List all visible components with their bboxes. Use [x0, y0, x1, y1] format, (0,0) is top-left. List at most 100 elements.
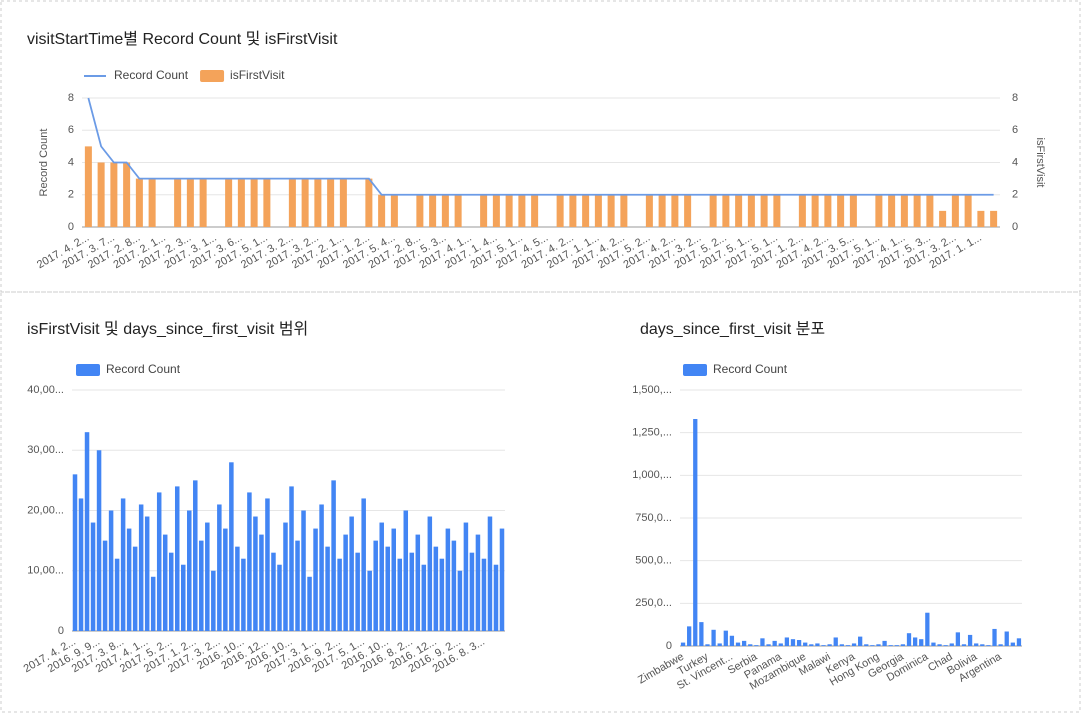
y2-tick-label: 2: [1012, 189, 1018, 201]
bar: [186, 178, 194, 227]
bar: [888, 645, 893, 646]
bar: [229, 462, 234, 631]
bar: [939, 210, 947, 227]
bar: [919, 639, 924, 646]
bar: [748, 644, 753, 646]
bar: [277, 564, 282, 631]
bar: [827, 644, 832, 646]
bar: [967, 634, 973, 646]
y-tick-label: 10,00...: [27, 565, 64, 577]
bar: [913, 194, 921, 227]
bar: [735, 642, 741, 646]
bar: [875, 194, 883, 227]
y2-tick-label: 8: [1012, 92, 1018, 104]
bar: [415, 534, 421, 631]
bar: [790, 639, 796, 646]
bar: [148, 178, 156, 227]
bar: [949, 643, 954, 646]
bar: [223, 528, 228, 631]
bar: [493, 564, 499, 631]
bar: [760, 194, 768, 227]
bar: [582, 194, 590, 227]
bar: [373, 540, 378, 631]
bar: [108, 510, 114, 631]
bar: [531, 194, 539, 227]
bar: [439, 558, 445, 631]
y-tick-label: 1,000,...: [632, 469, 672, 481]
bar: [156, 492, 162, 631]
bar: [1016, 638, 1022, 646]
bar: [645, 194, 653, 227]
bar: [492, 194, 500, 227]
y-tick-label: 0: [68, 221, 74, 233]
bar: [120, 498, 126, 631]
bar: [980, 644, 985, 646]
bar: [815, 643, 820, 646]
bar: [955, 632, 961, 646]
bar: [796, 640, 802, 646]
y-tick-label: 1,250,...: [632, 427, 672, 439]
bar: [390, 194, 398, 227]
bar: [416, 194, 424, 227]
y2-tick-label: 0: [1012, 221, 1018, 233]
bar: [327, 178, 335, 227]
bar: [943, 645, 948, 646]
bar: [97, 162, 105, 227]
bar: [876, 644, 881, 646]
bar: [429, 194, 437, 227]
legend-label: Record Count: [106, 362, 181, 376]
bar: [365, 178, 373, 227]
bar: [964, 194, 972, 227]
bar: [931, 642, 936, 646]
y-tick-label: 6: [68, 124, 74, 136]
y-tick-label: 1,500,...: [632, 384, 672, 396]
bar: [301, 178, 309, 227]
bar: [480, 194, 488, 227]
bar: [824, 194, 832, 227]
bar: [766, 644, 771, 646]
bar: [295, 540, 300, 631]
bar: [900, 194, 908, 227]
bar: [265, 498, 270, 631]
bar: [90, 522, 96, 631]
bar: [379, 522, 384, 631]
bar: [253, 516, 258, 631]
bar: [722, 194, 730, 227]
bar: [773, 194, 781, 227]
bar: [705, 644, 710, 646]
bar: [427, 516, 433, 631]
bar: [433, 546, 439, 631]
bar: [870, 645, 875, 646]
bar: [325, 546, 330, 631]
y2-axis-title: isFirstVisit: [1034, 138, 1046, 188]
bar: [123, 162, 131, 227]
bar: [102, 540, 108, 631]
y-tick-label: 2: [68, 189, 74, 201]
legend-swatch: [200, 70, 225, 82]
bar: [620, 194, 628, 227]
y-tick-label: 250,0...: [635, 597, 672, 609]
bar: [397, 558, 403, 631]
bar: [205, 522, 210, 631]
bar: [135, 178, 143, 227]
bar: [992, 628, 997, 646]
y2-tick-label: 4: [1012, 156, 1018, 168]
bar: [199, 178, 207, 227]
bar: [849, 194, 857, 227]
bar: [288, 178, 296, 227]
bar: [754, 645, 759, 646]
bar: [319, 504, 324, 631]
y-tick-label: 0: [666, 640, 672, 652]
bar: [193, 480, 198, 631]
bar: [84, 432, 90, 631]
bar: [926, 194, 934, 227]
bar: [772, 640, 777, 646]
bar: [569, 194, 577, 227]
bar: [421, 564, 427, 631]
bar: [894, 645, 899, 646]
bar: [126, 528, 132, 631]
y-tick-label: 30,00...: [27, 444, 64, 456]
bar: [803, 642, 808, 646]
bar: [1004, 631, 1009, 646]
bar: [187, 510, 192, 631]
